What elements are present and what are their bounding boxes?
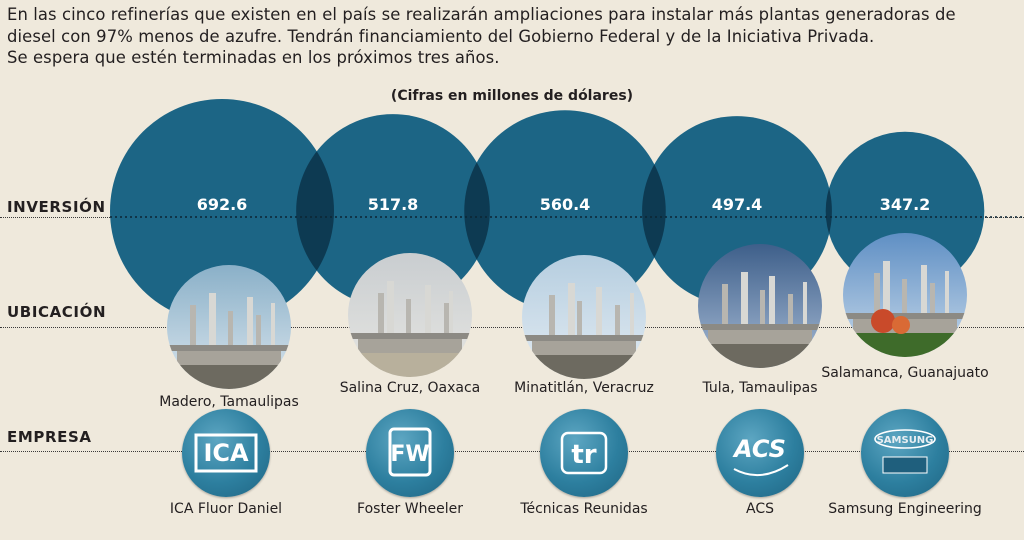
investment-value-label-1: 692.6 (197, 195, 248, 214)
refinery-photo-2 (348, 253, 472, 377)
investment-value-label-5: 347.2 (880, 195, 931, 214)
company-label-1: ICA Fluor Daniel (169, 501, 283, 517)
location-label-1: Madero, Tamaulipas (159, 394, 299, 410)
location-label-2: Salina Cruz, Oaxaca (339, 380, 481, 396)
tr-logo-icon: tr (540, 409, 628, 497)
company-label-3: Técnicas Reunidas (520, 501, 648, 517)
fw-logo-icon-text: FW (390, 442, 429, 467)
refinery-photo-3 (522, 255, 646, 379)
refinery-photo-4 (698, 244, 822, 368)
investment-value-label-2: 517.8 (368, 195, 419, 214)
fw-logo-icon: FW (366, 409, 454, 497)
intro-line-3: Se espera que estén terminadas en los pr… (7, 48, 500, 67)
ica-logo-icon-text: ICA (203, 439, 249, 467)
location-guide-line (0, 327, 1024, 328)
company-label-5: Samsung Engineering (828, 501, 982, 517)
company-label-2: Foster Wheeler (357, 501, 463, 517)
investment-bubble-3 (464, 110, 666, 312)
investment-value-label-4: 497.4 (712, 195, 763, 214)
ica-logo-icon: ICA (182, 409, 270, 497)
company-label-4: ACS (746, 501, 774, 517)
location-label-3: Minatitlán, Veracruz (514, 380, 654, 396)
investment-bubble-2 (296, 114, 490, 308)
location-label-4: Tula, Tamaulipas (702, 380, 818, 396)
acs-logo-icon: ACS (716, 409, 804, 497)
intro-text: En las cinco refinerías que existen en e… (7, 4, 1017, 69)
acs-logo-icon-text: ACS (732, 435, 786, 463)
location-label-5: Salamanca, Guanajuato (821, 365, 989, 381)
intro-line-1: En las cinco refinerías que existen en e… (7, 5, 956, 24)
investment-bubble-1 (110, 99, 334, 323)
intro-line-2: diesel con 97% menos de azufre. Tendrán … (7, 26, 875, 46)
investment-value-label-3: 560.4 (540, 195, 591, 214)
tr-logo-icon-text: tr (571, 440, 596, 470)
refinery-photo-5 (843, 233, 967, 357)
location-row-label: UBICACIÓN (7, 303, 107, 321)
samsung-logo-icon: SAMSUNG (861, 409, 949, 497)
investment-row-label: INVERSIÓN (7, 198, 106, 216)
refinery-photo-1 (167, 265, 291, 389)
samsung-logo-icon-text: SAMSUNG (877, 435, 934, 446)
chart-subtitle: (Cifras en millones de dólares) (390, 88, 634, 104)
company-guide-line (0, 451, 1024, 452)
company-row-label: EMPRESA (7, 428, 92, 446)
